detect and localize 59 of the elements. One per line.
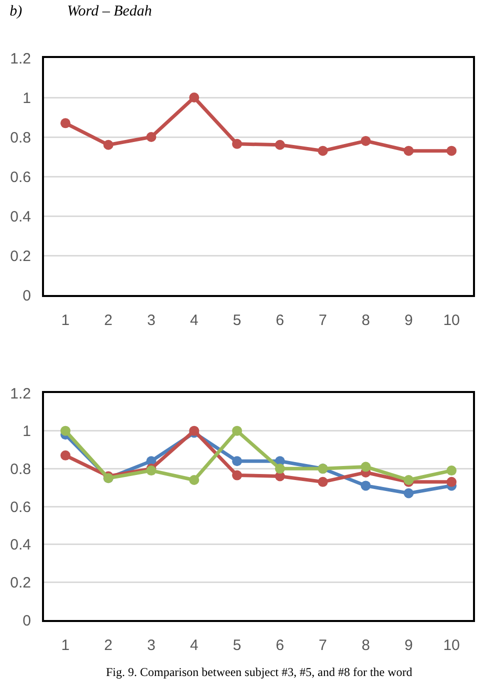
x-tick-label: 7	[318, 312, 328, 329]
caption: Fig. 9. Comparison between subject #3, #5, and #8 for the word	[106, 665, 412, 679]
point	[60, 118, 70, 128]
y-tick-label: 0.4	[10, 536, 31, 554]
y-tick-label: 0	[22, 612, 31, 630]
point	[446, 476, 457, 487]
y-tick-label: 0.4	[10, 208, 31, 226]
point	[232, 138, 242, 149]
point	[103, 140, 114, 150]
y-tick-label: 0.6	[10, 498, 31, 516]
x-tick-label: 10	[443, 637, 460, 654]
point	[360, 136, 371, 146]
point	[189, 92, 200, 102]
point	[404, 146, 414, 156]
x-tick-label: 9	[404, 312, 413, 329]
x-tick-label: 4	[190, 312, 198, 329]
y-tick-label: 0.8	[10, 129, 31, 146]
x-tick-label: 7	[318, 637, 328, 654]
chart-title: b) Word – Bedah	[10, 4, 152, 20]
point	[189, 475, 200, 486]
point	[232, 426, 242, 436]
x-tick-label: 8	[362, 312, 370, 329]
y-tick-label: 1.2	[10, 50, 31, 68]
point	[446, 146, 457, 156]
x-tick-label: 6	[276, 312, 284, 329]
x-tick-label: 2	[104, 637, 113, 654]
point	[318, 146, 328, 156]
point	[146, 132, 156, 142]
y-tick-label: 1.2	[10, 385, 31, 402]
point	[274, 140, 285, 150]
y-tick-label: 0.2	[10, 248, 31, 265]
x-tick-label: 3	[147, 637, 156, 654]
y-tick-label: 1	[22, 423, 31, 440]
x-tick-label: 10	[443, 312, 460, 329]
point	[274, 464, 285, 474]
x-tick-label: 3	[147, 312, 156, 329]
x-tick-label: 1	[61, 312, 70, 329]
y-tick-label: 0.6	[10, 168, 31, 186]
x-tick-label: 1	[61, 637, 70, 654]
point	[360, 480, 371, 491]
x-tick-label: 6	[276, 637, 284, 654]
y-tick-label: 1	[22, 90, 31, 107]
x-tick-label: 9	[404, 637, 413, 654]
point	[318, 476, 328, 487]
x-tick-label: 8	[362, 637, 370, 654]
x-tick-label: 2	[104, 312, 113, 329]
y-tick-label: 0.8	[10, 460, 31, 478]
point	[232, 470, 242, 480]
point	[60, 426, 70, 436]
y-tick-label: 0.2	[10, 574, 31, 592]
x-tick-label: 5	[232, 637, 242, 654]
point	[232, 456, 242, 466]
x-tick-label: 5	[232, 312, 242, 329]
point	[60, 450, 70, 460]
point	[360, 462, 371, 472]
x-tick-label: 4	[190, 637, 198, 654]
point	[446, 466, 457, 476]
y-tick-label: 0	[22, 287, 31, 304]
point	[404, 488, 414, 498]
